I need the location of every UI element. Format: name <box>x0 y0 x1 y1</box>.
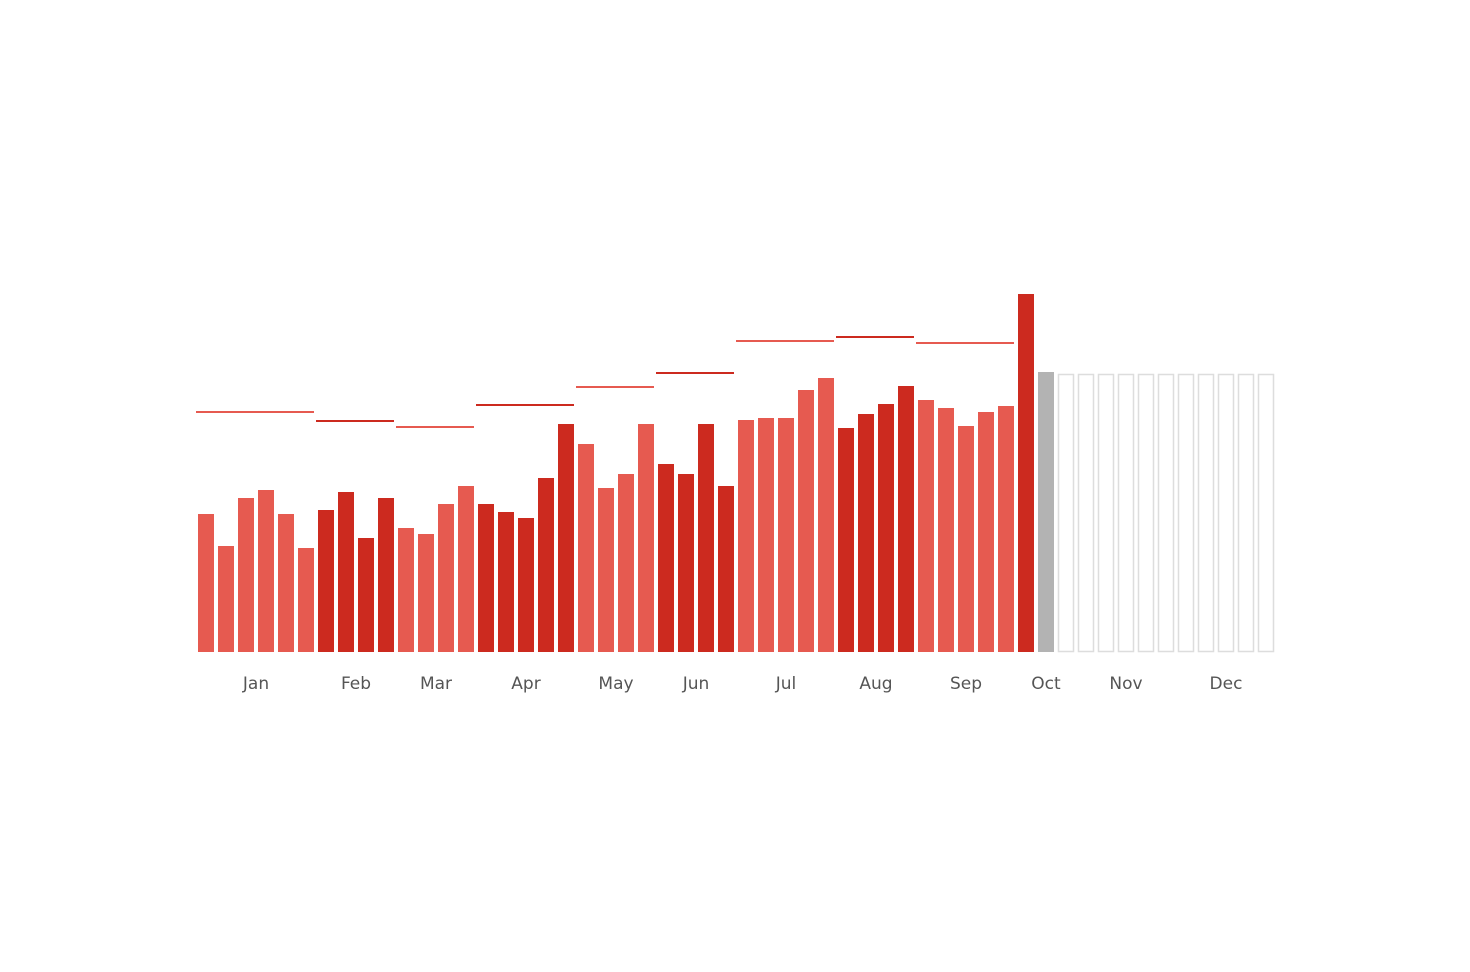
bar <box>818 378 834 652</box>
bar <box>638 424 654 652</box>
x-tick-label: Mar <box>420 674 452 694</box>
bar <box>758 418 774 652</box>
bar <box>878 404 894 652</box>
bar <box>258 490 274 652</box>
bar <box>738 420 754 652</box>
x-tick-label: Aug <box>859 674 892 694</box>
bar <box>238 498 254 652</box>
x-tick-label: Feb <box>341 674 371 694</box>
x-tick-label: Nov <box>1109 674 1142 694</box>
x-tick-label: Jul <box>775 674 797 694</box>
placeholder-bar <box>1157 373 1175 653</box>
bar <box>1018 294 1034 652</box>
placeholder-bar <box>1197 373 1215 653</box>
bar <box>318 510 334 652</box>
bar <box>978 412 994 652</box>
bar <box>478 504 494 652</box>
bar <box>898 386 914 652</box>
placeholder-bar <box>1137 373 1155 653</box>
bar <box>918 400 934 652</box>
placeholder-bar <box>1257 373 1275 653</box>
bar <box>838 428 854 652</box>
bar <box>558 424 574 652</box>
bar <box>658 464 674 652</box>
x-tick-label: May <box>598 674 633 694</box>
placeholder-bar <box>1177 373 1195 653</box>
bar <box>198 514 214 652</box>
placeholder-bar <box>1097 373 1115 653</box>
bar <box>458 486 474 652</box>
bar <box>378 498 394 652</box>
bar <box>298 548 314 652</box>
bar <box>218 546 234 652</box>
bar <box>718 486 734 652</box>
bar <box>338 492 354 652</box>
placeholder-bar <box>1117 373 1135 653</box>
bar <box>958 426 974 652</box>
bar <box>1038 372 1054 652</box>
placeholder-bar <box>1237 373 1255 653</box>
x-tick-label: Sep <box>950 674 982 694</box>
bar <box>358 538 374 652</box>
bar <box>598 488 614 652</box>
bar <box>418 534 434 652</box>
placeholder-bar <box>1217 373 1235 653</box>
bar <box>278 514 294 652</box>
placeholder-bar <box>1057 373 1075 653</box>
bar <box>578 444 594 652</box>
x-tick-label: Dec <box>1210 674 1243 694</box>
bar <box>938 408 954 652</box>
bar <box>798 390 814 652</box>
bar <box>498 512 514 652</box>
bar <box>778 418 794 652</box>
bar <box>398 528 414 652</box>
bar <box>518 518 534 652</box>
placeholder-bar <box>1077 373 1095 653</box>
bar <box>698 424 714 652</box>
bar <box>678 474 694 652</box>
x-tick-label: Jun <box>682 674 710 694</box>
x-tick-label: Jan <box>242 674 269 694</box>
x-tick-label: Apr <box>511 674 540 694</box>
x-tick-label: Oct <box>1031 674 1061 694</box>
bar <box>998 406 1014 652</box>
bar <box>618 474 634 652</box>
bar <box>858 414 874 652</box>
bar <box>438 504 454 652</box>
bar <box>538 478 554 652</box>
